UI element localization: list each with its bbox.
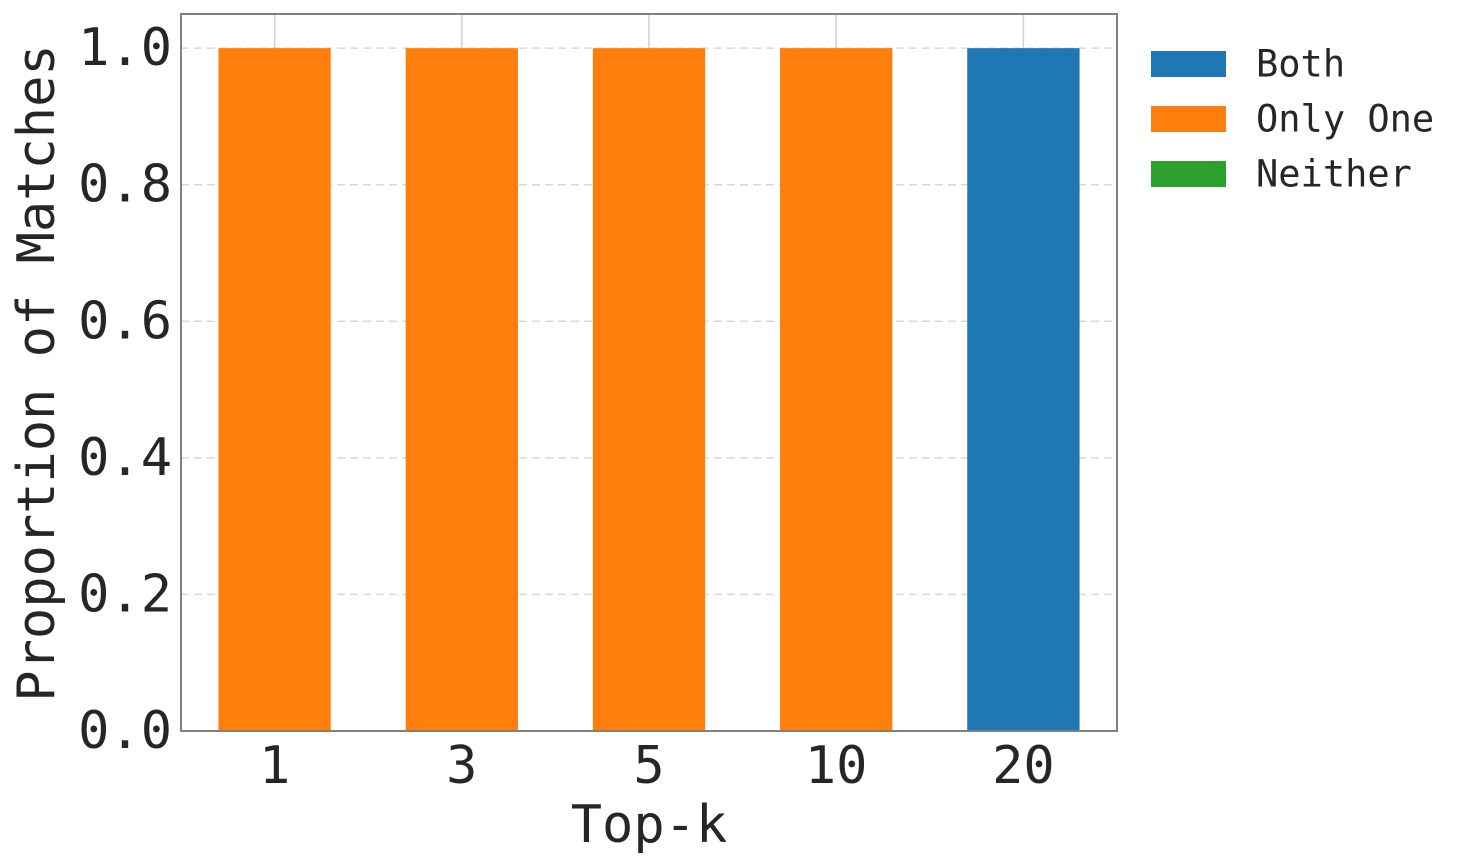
legend-label-both: Both: [1256, 43, 1345, 86]
x-tick-label: 10: [805, 736, 868, 796]
bar-both-topk-20: [967, 48, 1080, 731]
bar-groups: [218, 48, 1080, 731]
legend: Both Only One Neither: [1151, 43, 1434, 196]
y-tick-label: 0.6: [78, 291, 172, 351]
x-tick-label: 1: [259, 736, 290, 796]
y-tick-label: 1.0: [78, 18, 172, 78]
y-tick-label: 0.2: [78, 564, 172, 624]
legend-label-neither: Neither: [1256, 153, 1412, 196]
legend-swatch-neither: [1151, 161, 1226, 187]
x-tick-label: 5: [633, 736, 664, 796]
y-axis-title: Proportion of Matches: [7, 44, 67, 701]
y-tick-label: 0.0: [78, 701, 172, 761]
x-tick-label: 3: [446, 736, 477, 796]
x-tick-labels: 1 3 5 10 20: [259, 736, 1055, 796]
legend-label-only-one: Only One: [1256, 98, 1434, 141]
y-tick-labels: 0.0 0.2 0.4 0.6 0.8 1.0: [78, 18, 172, 761]
y-tick-label: 0.4: [78, 428, 172, 488]
x-tick-label: 20: [992, 736, 1055, 796]
bar-only-one-topk-5: [592, 48, 706, 731]
bar-only-one-topk-10: [780, 48, 893, 731]
bar-only-one-topk-3: [405, 48, 518, 731]
bar-only-one-topk-1: [218, 48, 331, 731]
legend-swatch-only-one: [1151, 106, 1226, 132]
plot-frame: [180, 13, 1118, 732]
y-tick-label: 0.8: [78, 155, 172, 215]
x-axis-title: Top-k: [571, 795, 728, 855]
legend-swatch-both: [1151, 51, 1226, 77]
